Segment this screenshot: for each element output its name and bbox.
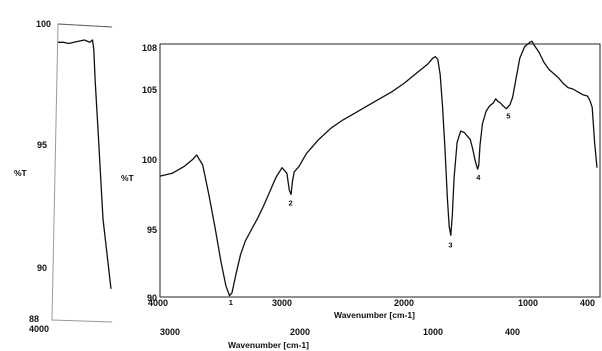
bottom-xtick-2000: 2000 (290, 327, 310, 337)
main-xtick-2000: 2000 (394, 298, 414, 308)
peak-label-5: 5 (506, 111, 510, 120)
main-spectrum-panel: 108 105 100 95 90 %T 4000 3000 2000 1000… (121, 40, 601, 320)
main-x-axis-label: Wavenumber [cm-1] (334, 310, 415, 320)
main-xtick-3000: 3000 (272, 298, 292, 308)
main-plot-frame (159, 43, 601, 298)
main-xtick-4000: 4000 (148, 298, 168, 308)
left-spectrum-line (58, 39, 112, 289)
main-ytick-100: 100 (142, 155, 157, 165)
main-ytick-108: 108 (142, 43, 157, 53)
main-xtick-400: 400 (580, 298, 595, 308)
bottom-xtick-3000: 3000 (160, 327, 180, 337)
bottom-x-axis-label: Wavenumber [cm-1] (228, 340, 309, 350)
main-ytick-105: 105 (142, 85, 157, 95)
main-y-axis-label: %T (121, 173, 135, 183)
left-ytick-88: 88 (29, 314, 39, 324)
left-bottom-axis: 3000 2000 1000 400 Wavenumber [cm-1] (160, 327, 520, 350)
main-spectrum-line (159, 40, 598, 297)
bottom-xtick-400: 400 (505, 327, 520, 337)
bottom-xtick-1000: 1000 (423, 327, 443, 337)
left-spectrum-panel: 100 95 90 88 %T 4000 (14, 19, 113, 334)
peak-label-4: 4 (476, 173, 481, 182)
left-ytick-95: 95 (37, 140, 47, 150)
main-ytick-95: 95 (147, 225, 157, 235)
peak-label-3: 3 (448, 241, 452, 250)
main-ytick-90: 90 (147, 293, 157, 303)
left-top-border (57, 23, 113, 28)
left-ytick-90: 90 (37, 263, 47, 273)
left-ytick-100: 100 (36, 19, 51, 29)
peak-label-2: 2 (289, 198, 293, 207)
peak-label-1: 1 (229, 298, 233, 307)
main-xtick-1000: 1000 (518, 298, 538, 308)
left-xtick-4000: 4000 (29, 324, 49, 334)
left-plot-frame (51, 23, 113, 323)
peak-labels: 1 2 3 4 5 (229, 111, 511, 307)
left-y-axis-label: %T (14, 168, 28, 178)
